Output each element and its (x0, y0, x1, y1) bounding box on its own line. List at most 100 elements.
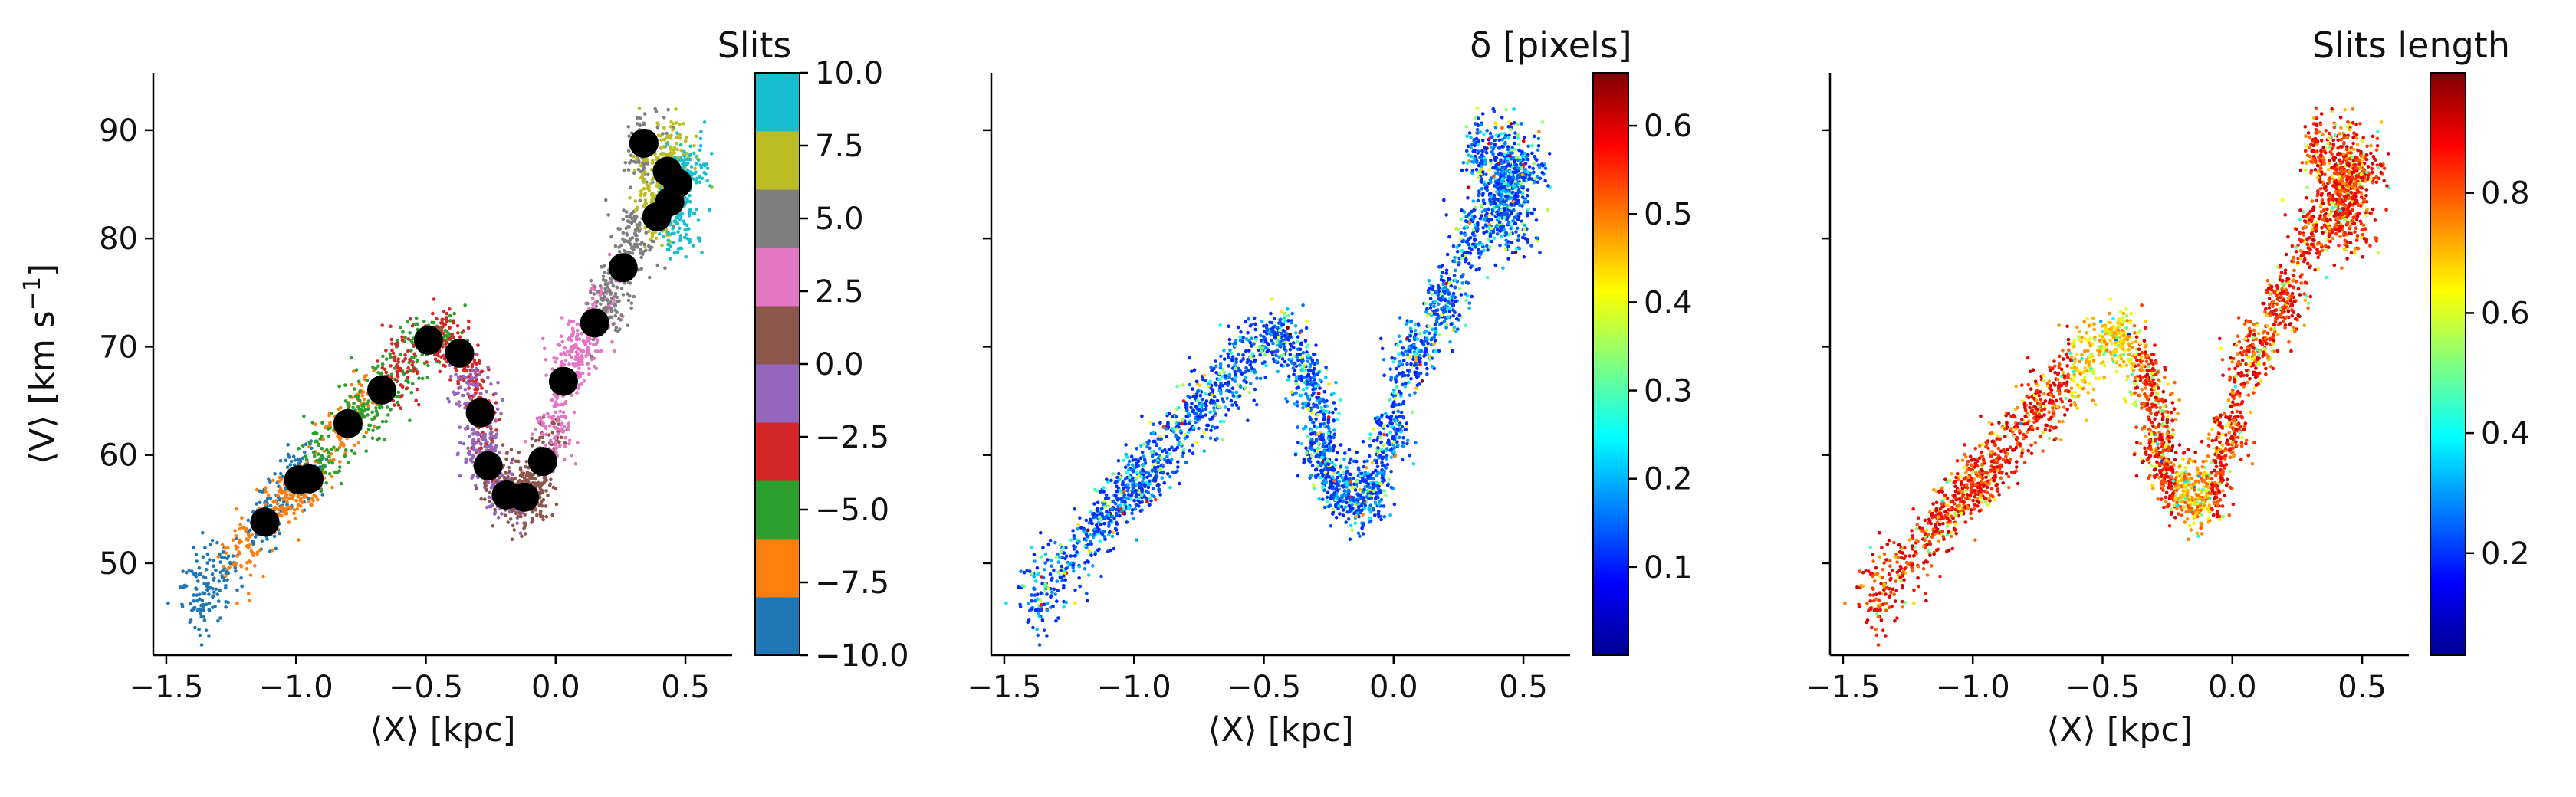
data-point (233, 529, 237, 533)
data-point (685, 136, 688, 139)
data-point (384, 357, 389, 361)
data-point (1464, 323, 1468, 328)
data-point (523, 532, 527, 536)
data-point (653, 107, 657, 111)
data-point (656, 123, 660, 126)
data-point (249, 549, 254, 553)
data-point (408, 418, 412, 422)
data-point (348, 394, 352, 398)
data-point (695, 176, 699, 181)
data-point (550, 421, 554, 425)
data-point (1428, 306, 1433, 310)
data-point (370, 410, 375, 415)
data-point (676, 230, 680, 234)
data-point (463, 387, 468, 392)
data-point (1268, 320, 1272, 325)
data-point (268, 496, 273, 500)
data-point (431, 311, 435, 316)
data-point (1480, 214, 1484, 218)
data-point (1294, 331, 1298, 335)
data-point (495, 479, 499, 483)
data-point (212, 590, 216, 595)
data-point (1385, 463, 1390, 467)
data-point (456, 391, 460, 395)
data-point (203, 546, 207, 549)
data-point (1415, 366, 1419, 370)
data-point (550, 431, 555, 435)
data-point (426, 376, 429, 379)
data-point (633, 217, 638, 221)
data-point (573, 461, 578, 466)
data-point (310, 503, 314, 507)
data-point (1464, 125, 1469, 129)
data-point (566, 425, 570, 428)
data-point (544, 514, 549, 519)
data-point (467, 386, 471, 390)
data-point (1453, 256, 1457, 260)
data-point (447, 399, 452, 404)
data-point (491, 524, 495, 528)
data-point (366, 428, 371, 431)
data-point (448, 326, 452, 330)
data-point (480, 378, 485, 382)
data-point (261, 574, 265, 579)
y-tick-label: 50 (99, 546, 138, 582)
data-point (337, 384, 342, 389)
data-point (637, 160, 641, 165)
data-point (1436, 284, 1441, 288)
data-point (677, 226, 682, 231)
data-point (585, 353, 589, 357)
data-point (399, 353, 402, 356)
data-point (441, 363, 445, 368)
data-point (1336, 507, 1340, 511)
slit-center-marker (580, 308, 610, 338)
data-point (310, 421, 315, 425)
data-point (577, 366, 581, 370)
data-point (511, 508, 515, 512)
data-point (320, 421, 324, 425)
data-point (402, 372, 406, 376)
data-point (657, 231, 662, 236)
data-point (1296, 353, 1300, 356)
data-point (313, 431, 317, 435)
data-point (642, 123, 646, 126)
colorbar-segment (755, 131, 800, 190)
data-point (1397, 435, 1401, 440)
data-point (541, 440, 545, 444)
data-point (457, 400, 462, 404)
colorbar-tick-label: 5.0 (815, 202, 864, 237)
data-point (548, 438, 553, 442)
data-point (239, 540, 243, 543)
data-point (380, 362, 385, 366)
data-point (595, 300, 600, 303)
data-point (1401, 402, 1405, 405)
data-point (222, 579, 226, 582)
x-tick-label: −0.5 (389, 670, 463, 705)
data-point (212, 559, 215, 563)
data-point (458, 385, 462, 389)
data-point (363, 408, 367, 412)
data-point (1126, 463, 1131, 467)
data-point (327, 472, 332, 476)
data-point (671, 226, 675, 231)
data-point (319, 489, 324, 493)
data-point (213, 604, 217, 608)
data-point (626, 149, 631, 153)
data-point (338, 460, 342, 464)
data-point (503, 471, 508, 474)
data-point (192, 593, 196, 597)
data-point (1316, 413, 1320, 417)
data-point (685, 237, 690, 241)
data-point (494, 418, 498, 422)
data-point (321, 456, 326, 460)
data-point (474, 484, 478, 487)
slit-center-marker (662, 169, 692, 198)
data-point (1348, 537, 1352, 541)
data-point (220, 555, 224, 559)
data-point (563, 346, 567, 350)
data-point (450, 335, 455, 339)
data-point (389, 364, 393, 368)
data-point (540, 490, 544, 494)
data-point (1460, 248, 1464, 253)
data-point (279, 477, 284, 482)
